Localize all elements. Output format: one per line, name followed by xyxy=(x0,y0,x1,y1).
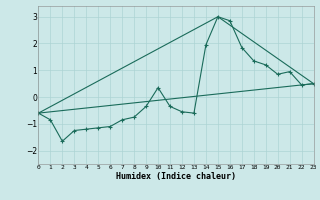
X-axis label: Humidex (Indice chaleur): Humidex (Indice chaleur) xyxy=(116,172,236,181)
